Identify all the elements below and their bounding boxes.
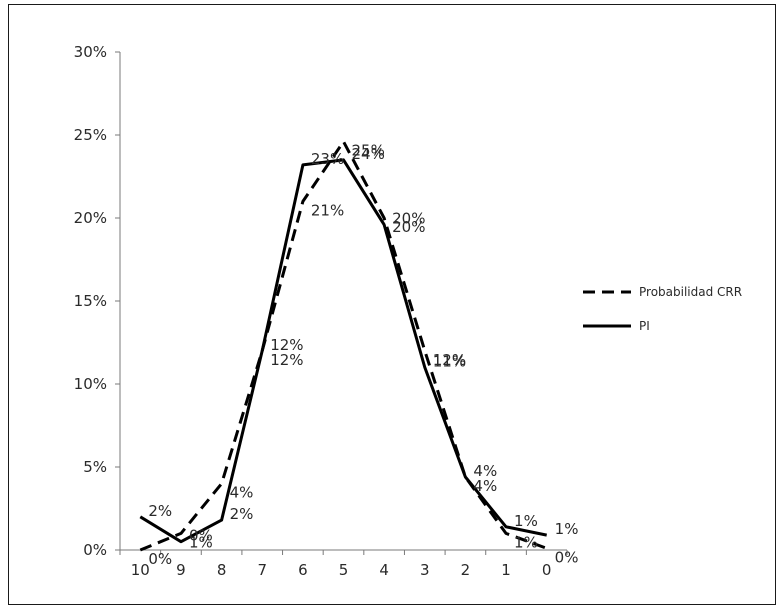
data-label-probabilidad-crr: 12%: [433, 351, 466, 369]
chart-area: 0% 5% 10% 15% 20% 25% 30% 10 9 8 7 6 5 4 3 2 1 0 0% 1% 4% 12…: [8, 4, 776, 605]
x-tick-label: 8: [217, 561, 227, 579]
data-label-probabilidad-crr: 1%: [189, 533, 213, 551]
y-tick-label: 10%: [74, 375, 107, 393]
data-label-pi: 11%: [433, 352, 466, 370]
y-tick-label: 30%: [74, 43, 107, 61]
x-tick-label: 4: [379, 561, 389, 579]
data-label-probabilidad-crr: 21%: [311, 201, 344, 219]
data-label-pi: 1%: [514, 512, 538, 530]
axes: 0%5%10%15%20%25%30%10 9 8 7 6 5 4 3 2 1 0: [74, 43, 568, 579]
x-tick-label: 1: [501, 561, 511, 579]
data-label-probabilidad-crr: 4%: [230, 484, 254, 502]
data-labels: 0%1%4%12%21%25%20%12%4%1%0%2%0%2%12%23% 2…: [148, 142, 578, 568]
series-lines: [139, 140, 548, 552]
x-tick-label: 9: [176, 561, 186, 579]
x-tick-label: 2: [461, 561, 471, 579]
legend-label-probabilidad-crr: Probabilidad CRR: [639, 285, 742, 299]
y-tick-label: 25%: [74, 126, 107, 144]
y-tick-label: 0%: [83, 541, 107, 559]
data-label-probabilidad-crr: 20%: [392, 218, 425, 236]
y-tick-label: 5%: [83, 458, 107, 476]
data-label-pi: 12%: [270, 336, 303, 354]
data-label-pi: 4%: [473, 462, 497, 480]
y-tick-label: 15%: [74, 292, 107, 310]
line-chart: 0%5%10%15%20%25%30%10 9 8 7 6 5 4 3 2 1 0 0%1%4%12…: [74, 43, 742, 579]
y-tick-label: 20%: [74, 209, 107, 227]
data-label-probabilidad-crr: 0%: [148, 550, 172, 568]
x-tick-label: 5: [339, 561, 349, 579]
data-label-pi: 24%: [352, 145, 385, 163]
x-tick-label: 6: [298, 561, 308, 579]
data-label-pi: 2%: [148, 502, 172, 520]
data-label-pi: 2%: [230, 505, 254, 523]
x-tick-label: 0: [542, 561, 552, 579]
series-line-pi: [139, 158, 547, 544]
legend-label-pi: PI: [639, 319, 650, 333]
data-label-probabilidad-crr: 25%: [352, 142, 385, 160]
data-label-probabilidad-crr: 12%: [270, 351, 303, 369]
x-tick-label: 3: [420, 561, 430, 579]
data-label-probabilidad-crr: 4%: [473, 477, 497, 495]
data-label-pi: 20%: [392, 210, 425, 228]
data-label-probabilidad-crr: 1%: [514, 533, 538, 551]
data-label-pi: 1%: [555, 520, 579, 538]
legend: Probabilidad CRR PI: [583, 285, 742, 333]
data-label-pi: 23%: [311, 150, 344, 168]
data-label-pi: 0%: [189, 527, 213, 545]
x-tick-label: 7: [257, 561, 267, 579]
x-tick-label: 10: [131, 561, 150, 579]
data-label-probabilidad-crr: 0%: [555, 548, 579, 566]
